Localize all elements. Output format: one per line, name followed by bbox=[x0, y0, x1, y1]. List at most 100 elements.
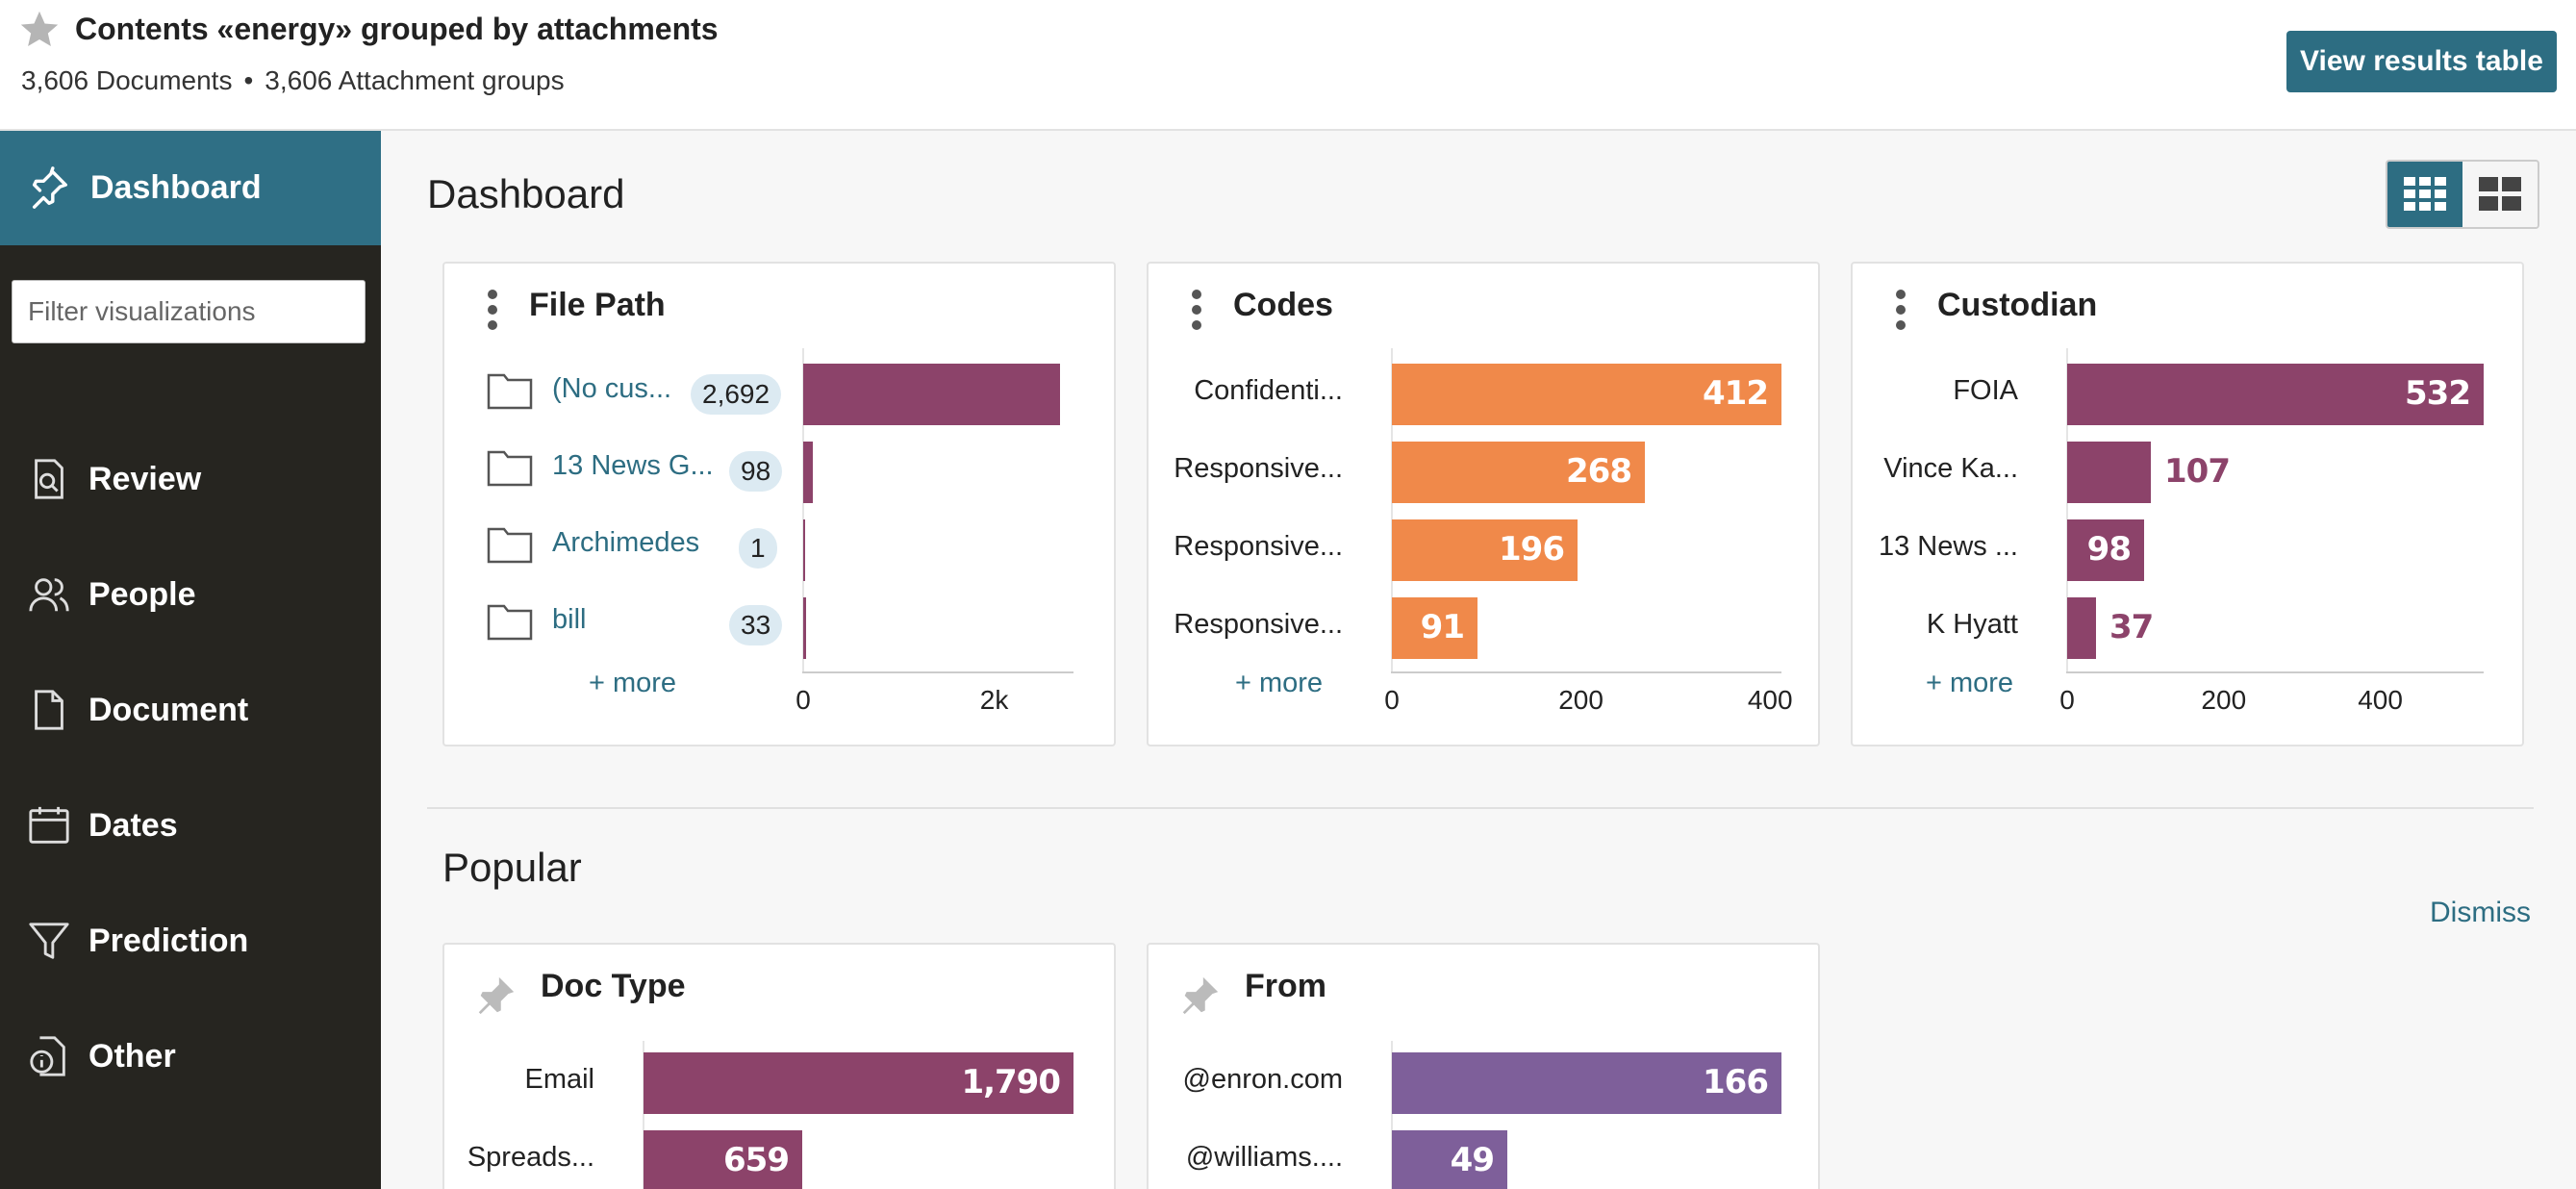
x-axis bbox=[2066, 671, 2484, 673]
grid-small-button[interactable] bbox=[2387, 162, 2462, 227]
top-header: Contents «energy» grouped by attachments… bbox=[0, 0, 2576, 131]
more-link[interactable]: + more bbox=[1926, 668, 2014, 698]
sidebar-item-review[interactable]: Review bbox=[0, 431, 381, 527]
category-label: Responsive... bbox=[1174, 609, 1343, 640]
bar[interactable] bbox=[1392, 364, 1781, 425]
sidebar-item-dashboard[interactable]: Dashboard bbox=[0, 131, 381, 245]
sidebar-item-document[interactable]: Document bbox=[0, 662, 381, 758]
bar-value-label: 196 bbox=[1499, 530, 1565, 569]
folder-icon bbox=[487, 373, 533, 410]
bar-value-label: 98 bbox=[2086, 530, 2132, 569]
section-divider bbox=[427, 807, 2534, 809]
calendar-icon bbox=[29, 806, 69, 844]
sidebar-item-prediction[interactable]: Prediction bbox=[0, 893, 381, 989]
bar[interactable] bbox=[2067, 519, 2144, 581]
bar-value-label: 659 bbox=[723, 1141, 790, 1179]
sidebar-item-people[interactable]: People bbox=[0, 546, 381, 643]
category-label: Email bbox=[524, 1064, 594, 1095]
bar[interactable] bbox=[803, 597, 806, 659]
from-card: From @enron.com 166 @williams.... 49 bbox=[1147, 943, 1820, 1189]
bar[interactable] bbox=[1392, 1052, 1781, 1114]
dismiss-link[interactable]: Dismiss bbox=[2430, 897, 2531, 928]
bar[interactable] bbox=[2067, 597, 2096, 659]
layout-toggle bbox=[2386, 160, 2539, 229]
card-title: Codes bbox=[1233, 287, 1333, 323]
tick-label: 0 bbox=[796, 685, 811, 715]
count-badge: 98 bbox=[729, 451, 783, 492]
more-link[interactable]: + more bbox=[1235, 668, 1324, 698]
bar[interactable] bbox=[644, 1130, 802, 1189]
separator: • bbox=[243, 65, 254, 95]
bar-value-label: 91 bbox=[1420, 608, 1465, 646]
pin-icon[interactable] bbox=[473, 974, 518, 1018]
sidebar-item-label: Other bbox=[88, 1037, 176, 1075]
doc-type-card: Doc Type Email 1,790 Spreads... 659 bbox=[442, 943, 1116, 1189]
grid-large-icon bbox=[2479, 177, 2521, 211]
page-title: Contents «energy» grouped by attachments bbox=[75, 12, 719, 46]
count-badge: 2,692 bbox=[691, 374, 782, 415]
tick-label: 0 bbox=[1384, 685, 1400, 715]
kebab-menu-icon[interactable] bbox=[1895, 289, 1907, 331]
folder-icon bbox=[487, 527, 533, 564]
filter-visualizations-input[interactable] bbox=[12, 280, 366, 343]
category-link[interactable]: Archimedes bbox=[552, 527, 700, 558]
bar[interactable] bbox=[803, 442, 813, 503]
bar-value-label: 268 bbox=[1566, 452, 1632, 491]
people-icon bbox=[29, 578, 69, 612]
sidebar-item-label: People bbox=[88, 575, 196, 613]
chart-baseline bbox=[643, 1041, 644, 1189]
grid-small-icon bbox=[2404, 177, 2446, 211]
grid-large-button[interactable] bbox=[2462, 162, 2538, 227]
document-icon bbox=[35, 690, 63, 730]
funnel-icon bbox=[29, 923, 69, 959]
main-area: Dashboard File Path (No cus... 2,692 13 … bbox=[381, 131, 2576, 1189]
attachment-groups-count: 3,606 Attachment groups bbox=[265, 65, 565, 95]
bar-value-label: 166 bbox=[1703, 1063, 1769, 1101]
category-label: 13 News ... bbox=[1878, 531, 2018, 562]
pin-icon[interactable] bbox=[1177, 974, 1222, 1018]
custodian-card: Custodian + more FOIA 532 Vince Ka... 107 13… bbox=[1851, 262, 2524, 746]
x-axis bbox=[802, 671, 1073, 673]
chart-baseline bbox=[1391, 1041, 1393, 1189]
category-link[interactable]: (No cus... bbox=[552, 373, 672, 404]
sidebar-item-label: Dashboard bbox=[90, 169, 262, 206]
bar[interactable] bbox=[1392, 519, 1578, 581]
kebab-menu-icon[interactable] bbox=[1191, 289, 1202, 331]
bar[interactable] bbox=[1392, 1130, 1507, 1189]
kebab-menu-icon[interactable] bbox=[487, 289, 498, 331]
bar[interactable] bbox=[644, 1052, 1073, 1114]
chart-baseline bbox=[802, 348, 804, 671]
folder-icon bbox=[487, 604, 533, 641]
x-axis bbox=[1391, 671, 1781, 673]
card-title: From bbox=[1245, 968, 1326, 1004]
sidebar-item-label: Dates bbox=[88, 806, 178, 844]
bar-value-label: 107 bbox=[2164, 452, 2231, 491]
view-results-table-button[interactable]: View results table bbox=[2286, 31, 2557, 92]
pin-icon bbox=[32, 165, 67, 209]
count-badge: 1 bbox=[739, 528, 777, 569]
bar[interactable] bbox=[1392, 442, 1645, 503]
more-link[interactable]: + more bbox=[589, 668, 677, 698]
category-label: @enron.com bbox=[1182, 1064, 1343, 1095]
sidebar-item-label: Review bbox=[88, 460, 202, 497]
category-link[interactable]: 13 News G... bbox=[552, 450, 714, 481]
category-label: Responsive... bbox=[1174, 453, 1343, 484]
bar-value-label: 37 bbox=[2109, 608, 2154, 646]
star-icon[interactable] bbox=[15, 8, 63, 52]
chart-baseline bbox=[1391, 348, 1393, 671]
sidebar-item-dates[interactable]: Dates bbox=[0, 777, 381, 873]
category-link[interactable]: bill bbox=[552, 604, 587, 635]
bar[interactable] bbox=[2067, 364, 2484, 425]
category-label: K Hyatt bbox=[1926, 609, 2018, 640]
tick-label: 400 bbox=[1747, 685, 1793, 715]
bar-value-label: 532 bbox=[2405, 374, 2471, 413]
tick-label: 2k bbox=[979, 685, 1009, 715]
bar[interactable] bbox=[803, 519, 805, 581]
tick-label: 400 bbox=[2358, 685, 2403, 715]
bar[interactable] bbox=[2067, 442, 2151, 503]
bar[interactable] bbox=[803, 364, 1060, 425]
sidebar-item-other[interactable]: Other bbox=[0, 1008, 381, 1104]
bar[interactable] bbox=[1392, 597, 1477, 659]
bar-value-label: 1,790 bbox=[961, 1063, 1061, 1101]
search-document-icon bbox=[35, 459, 63, 499]
